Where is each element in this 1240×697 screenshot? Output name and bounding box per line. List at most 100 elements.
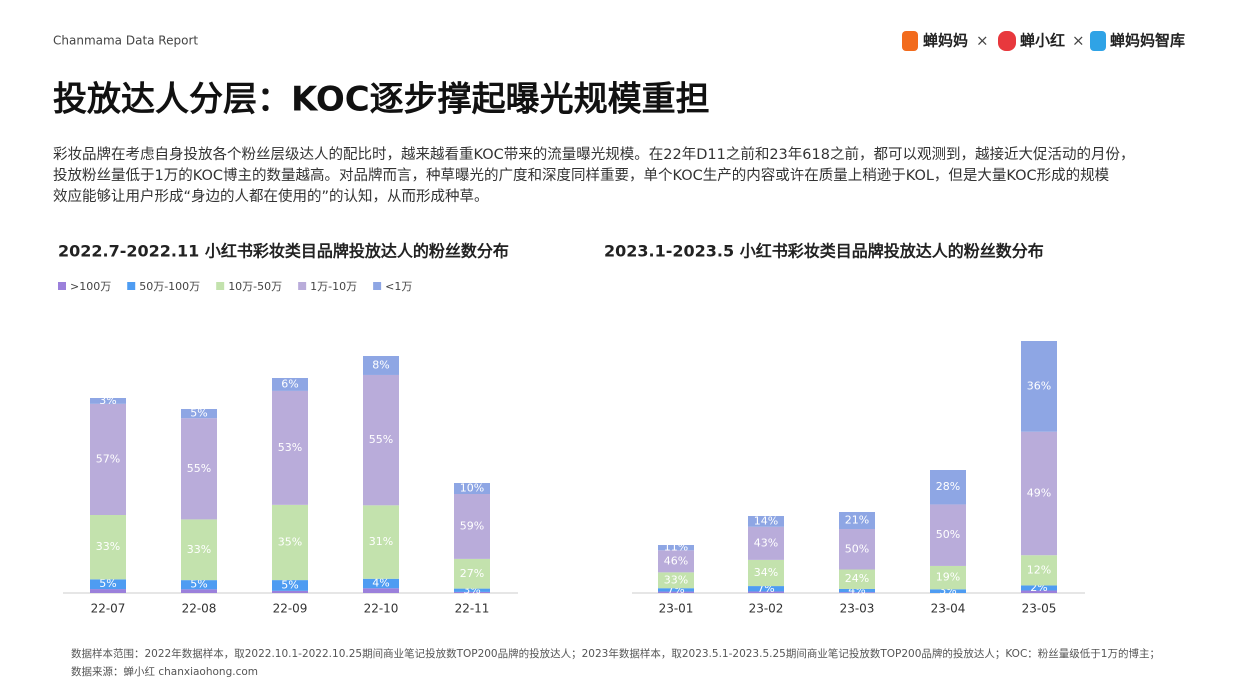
logo: 蝉小红 — [1020, 32, 1065, 50]
legend-label: >100万 — [70, 280, 111, 293]
bar-segment — [658, 572, 694, 589]
bar-segment — [930, 504, 966, 566]
data-label: 19% — [936, 571, 960, 584]
data-label: 43% — [754, 536, 778, 549]
bar-segment — [748, 516, 784, 527]
bar-segment — [181, 409, 217, 419]
footnote: 数据来源：蝉小红 chanxiaohong.com — [71, 665, 258, 678]
bar-segment — [1021, 585, 1057, 591]
bar-segment — [363, 588, 399, 593]
legend-swatch — [58, 282, 66, 290]
legend-swatch — [127, 282, 136, 290]
bar-segment — [930, 470, 966, 505]
bar-segment — [839, 569, 875, 589]
data-label: 3% — [99, 394, 116, 407]
logo-icon — [998, 31, 1016, 51]
data-label: 33% — [187, 543, 211, 556]
bar-segment — [658, 588, 694, 592]
data-label: 5% — [190, 407, 207, 420]
bar-segment — [181, 519, 217, 581]
bar-segment — [272, 378, 308, 391]
bar-segment — [272, 504, 308, 581]
bar-segment — [90, 515, 126, 580]
x-tick-label: 22-11 — [455, 602, 490, 616]
bar-segment — [748, 586, 784, 592]
logo-sep: × — [1072, 32, 1085, 50]
data-label: 50% — [936, 528, 960, 541]
bar-segment — [454, 591, 490, 593]
x-tick-label: 23-02 — [749, 602, 784, 616]
data-label: 24% — [845, 572, 869, 585]
legend-swatch — [298, 282, 307, 290]
bar-segment — [90, 403, 126, 515]
x-tick-label: 22-07 — [91, 602, 126, 616]
bar-segment — [1021, 555, 1057, 586]
bar-segment — [1021, 341, 1057, 432]
bar-segment — [363, 505, 399, 579]
bar-segment — [90, 589, 126, 593]
x-tick-label: 23-04 — [931, 602, 966, 616]
data-label: 12% — [1027, 563, 1051, 576]
data-label: 33% — [96, 540, 120, 553]
bar-segment — [930, 565, 966, 590]
bar-segment — [748, 559, 784, 587]
data-label: 55% — [187, 462, 211, 475]
data-label: 28% — [936, 480, 960, 493]
bar-segment — [181, 580, 217, 590]
data-label: 53% — [278, 441, 302, 454]
page-title: 投放达人分层：KOC逐步撑起曝光规模重担 — [53, 80, 710, 120]
bar-segment — [839, 592, 875, 593]
legend-label: 10万-50万 — [228, 280, 282, 293]
bar-segment — [454, 588, 490, 592]
data-label: 27% — [460, 567, 484, 580]
data-label: 6% — [281, 377, 298, 390]
bar-segment — [1021, 431, 1057, 556]
data-label: 57% — [96, 452, 120, 465]
legend-swatch — [373, 282, 382, 290]
x-tick-label: 22-09 — [273, 602, 308, 616]
data-label: 31% — [369, 535, 393, 548]
data-label: 5% — [190, 578, 207, 591]
description-line: 效应能够让用户形成“身边的人都在使用的”的认知，从而形成种草。 — [53, 187, 489, 205]
data-label: 21% — [845, 514, 869, 527]
bar-segment — [454, 558, 490, 589]
description-line: 投放粉丝量低于1万的KOC博主的数量越高。对品牌而言，种草曝光的广度和深度同样重… — [53, 167, 1109, 184]
bar-segment — [363, 356, 399, 375]
x-tick-label: 23-01 — [659, 602, 694, 616]
x-tick-label: 23-03 — [840, 602, 875, 616]
logo-icon — [1090, 31, 1106, 51]
bar-segment — [1021, 590, 1057, 593]
logo: 蝉妈妈智库 — [1110, 32, 1185, 50]
chart-title: 2023.1-2023.5 小红书彩妆类目品牌投放达人的粉丝数分布 — [604, 242, 1044, 261]
x-tick-label: 23-05 — [1022, 602, 1057, 616]
bar-segment — [272, 580, 308, 591]
bar-segment — [930, 589, 966, 593]
data-label: 49% — [1027, 486, 1051, 499]
bar-segment — [454, 494, 490, 559]
bar-segment — [658, 550, 694, 573]
bar-segment — [181, 589, 217, 593]
bar-segment — [363, 578, 399, 589]
x-tick-label: 22-10 — [364, 602, 399, 616]
bar-segment — [181, 418, 217, 520]
data-label: 59% — [460, 519, 484, 532]
data-label: 10% — [460, 482, 484, 495]
bar-segment — [658, 545, 694, 551]
bar-segment — [839, 512, 875, 530]
data-label: 14% — [754, 514, 778, 527]
x-tick-label: 22-08 — [182, 602, 217, 616]
logo-sep: × — [976, 32, 989, 50]
bar-segment — [90, 579, 126, 590]
data-label: 35% — [278, 535, 302, 548]
legend-swatch — [216, 282, 225, 290]
bar-segment — [454, 483, 490, 494]
data-label: 55% — [369, 433, 393, 446]
report-label: Chanmama Data Report — [53, 34, 198, 48]
data-label: 4% — [372, 577, 389, 590]
bar-segment — [839, 529, 875, 570]
bar-segment — [90, 398, 126, 404]
bar-segment — [748, 591, 784, 593]
bar-segment — [839, 588, 875, 593]
data-label: 46% — [664, 554, 688, 567]
